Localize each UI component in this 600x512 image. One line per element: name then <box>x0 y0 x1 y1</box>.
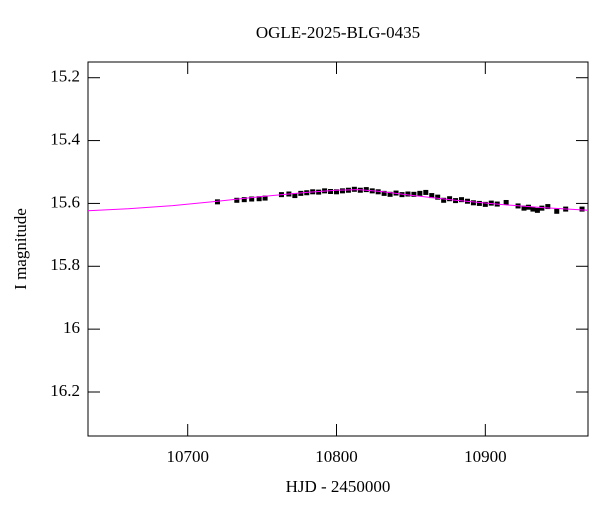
data-point <box>381 190 387 196</box>
data-point <box>539 205 545 211</box>
data-point <box>262 195 268 201</box>
data-point <box>447 196 453 202</box>
x-tick-label: 10700 <box>166 447 209 466</box>
data-point <box>441 197 447 203</box>
data-point <box>249 196 255 202</box>
data-point <box>530 206 536 212</box>
data-point <box>459 197 465 203</box>
y-tick-label: 15.6 <box>50 192 80 211</box>
data-point <box>545 204 551 210</box>
y-tick-label: 15.4 <box>50 129 80 148</box>
data-point <box>503 199 509 205</box>
data-point <box>525 204 531 210</box>
data-point <box>363 187 369 193</box>
data-point <box>521 205 527 211</box>
y-tick-label: 15.2 <box>50 67 80 86</box>
data-point <box>470 200 476 206</box>
y-tick-label: 16 <box>63 318 80 337</box>
data-point <box>411 191 417 197</box>
plot-frame <box>87 61 589 437</box>
x-axis-label: HJD - 2450000 <box>286 477 391 496</box>
chart-title: OGLE-2025-BLG-0435 <box>256 23 420 42</box>
data-point <box>339 188 345 194</box>
data-point <box>435 194 441 200</box>
y-tick-label: 16.2 <box>50 381 80 400</box>
data-point <box>387 191 393 197</box>
data-point <box>241 197 247 203</box>
data-point <box>334 189 340 195</box>
data-point <box>423 189 429 195</box>
y-axis-label: I magnitude <box>11 208 30 290</box>
data-point <box>554 208 560 214</box>
data-point <box>482 201 488 207</box>
data-point <box>405 191 411 197</box>
data-point <box>429 193 435 199</box>
data-point <box>328 188 334 194</box>
data-point <box>214 199 220 205</box>
data-point <box>476 200 482 206</box>
data-point <box>234 197 240 203</box>
y-tick-label: 15.8 <box>50 255 80 274</box>
data-point <box>316 189 322 195</box>
x-tick-label: 10800 <box>315 447 358 466</box>
data-point <box>417 190 423 196</box>
model-curve <box>87 189 589 212</box>
data-point <box>375 189 381 195</box>
data-point <box>534 207 540 213</box>
data-point <box>292 193 298 199</box>
data-point <box>256 196 262 202</box>
data-point <box>579 206 585 212</box>
x-tick-label: 10900 <box>464 447 507 466</box>
